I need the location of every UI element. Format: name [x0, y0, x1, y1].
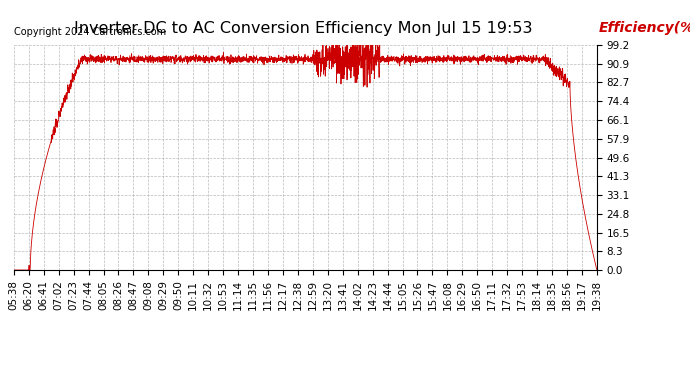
Text: Inverter DC to AC Conversion Efficiency Mon Jul 15 19:53: Inverter DC to AC Conversion Efficiency … [75, 21, 533, 36]
Text: Copyright 2024 Cartronics.com: Copyright 2024 Cartronics.com [14, 27, 166, 37]
Text: Efficiency(%): Efficiency(%) [599, 21, 690, 34]
